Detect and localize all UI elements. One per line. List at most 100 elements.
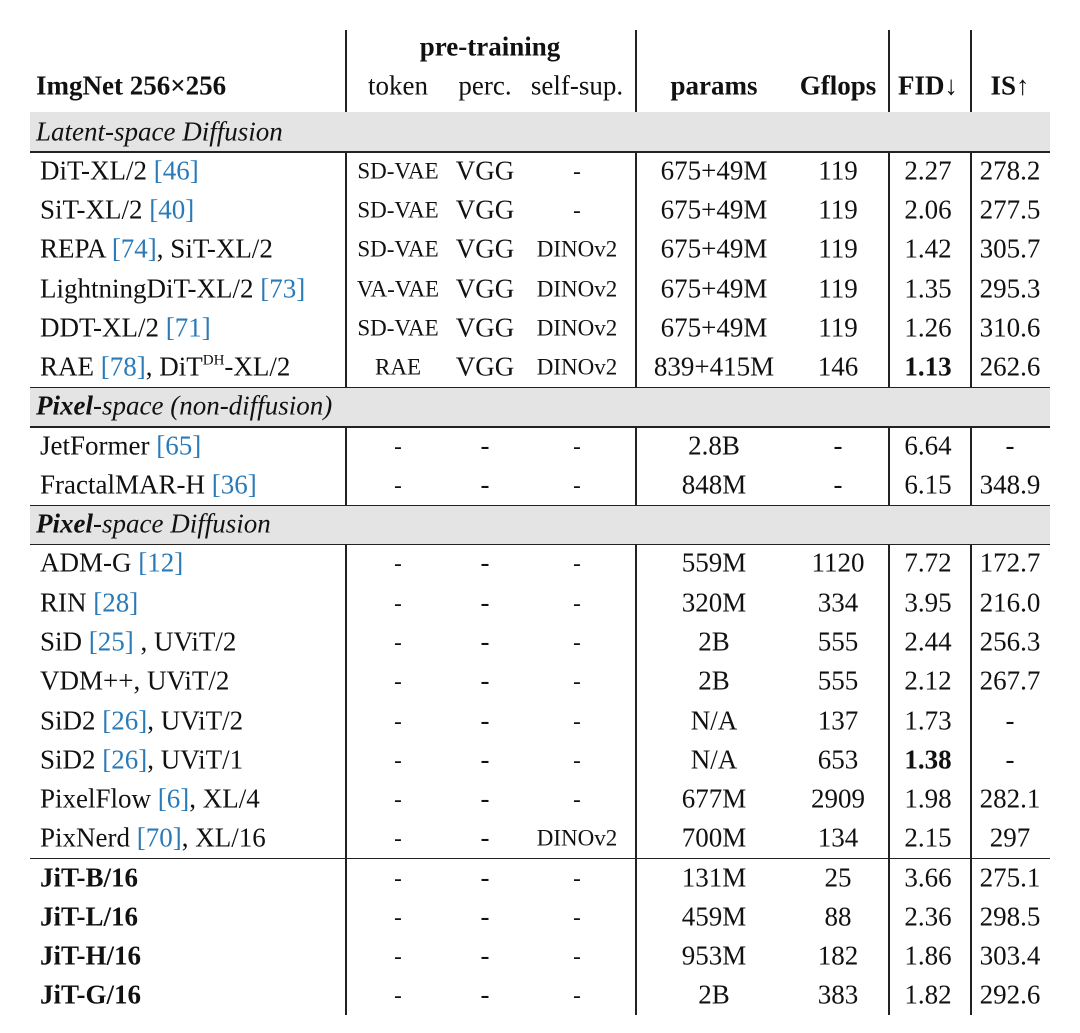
cell: 1.82 [904, 979, 952, 1010]
cell: - [480, 587, 490, 618]
method-name: PixelFlow [6], XL/4 [40, 785, 260, 813]
column-rule [970, 583, 972, 623]
column-rule [970, 661, 972, 701]
column-rule [345, 700, 347, 741]
cell: - [394, 747, 402, 773]
cell: 555 [817, 665, 859, 696]
cell: - [394, 865, 402, 891]
cell: - [480, 626, 490, 657]
cell: 146 [817, 351, 859, 382]
column-rule [635, 151, 637, 191]
text-segment: PixNerd [40, 822, 137, 853]
column-rule [970, 818, 972, 858]
section-title: Latent-space Diffusion [36, 118, 283, 145]
citation: [65] [156, 430, 202, 461]
cell: - [394, 550, 402, 576]
column-rule [635, 622, 637, 662]
column-rule [635, 975, 637, 1015]
cell: 25 [824, 862, 852, 893]
citation: [74] [111, 233, 157, 264]
cell: 2B [698, 626, 730, 657]
text-segment: -space Diffusion [92, 508, 271, 539]
column-rule [635, 661, 637, 701]
cell: 6.15 [904, 469, 952, 500]
method-name: RAE [78], DiTDH-XL/2 [40, 353, 290, 381]
cell: 297 [989, 822, 1031, 853]
cell: - [480, 547, 490, 578]
cell: DINOv2 [536, 276, 618, 302]
method-name: JiT-B/16 [40, 864, 138, 891]
section-title: Pixel-space Diffusion [36, 508, 271, 539]
cell: 1.38 [904, 744, 952, 775]
section-title: Pixel-space (non-diffusion) [36, 392, 332, 420]
text-segment: JiT-H/16 [40, 940, 142, 971]
column-rule [888, 857, 890, 898]
cell: 2.12 [904, 665, 952, 696]
column-header: self-sup. [530, 70, 624, 101]
cell: - [394, 590, 402, 616]
text-segment: , SiT-XL/2 [156, 233, 273, 264]
column-rule [970, 229, 972, 270]
cell: 119 [818, 233, 858, 264]
cell: - [573, 590, 581, 616]
citation: [40] [149, 194, 195, 225]
cell: 348.9 [979, 469, 1041, 500]
cell: 119 [818, 194, 858, 225]
cell: 2.27 [904, 155, 952, 186]
cell: RAE [375, 354, 421, 380]
citation: [71] [165, 312, 211, 343]
cell: 88 [824, 901, 852, 932]
section-band [30, 112, 1050, 152]
cell: - [573, 472, 581, 498]
cell: 1.13 [904, 351, 952, 382]
cell: - [573, 747, 581, 773]
column-rule [635, 465, 637, 505]
cell: 298.5 [979, 901, 1041, 932]
cell: 256.3 [979, 626, 1041, 657]
cell: 383 [817, 979, 859, 1010]
column-rule [888, 465, 890, 505]
method-name: LightningDiT-XL/2 [73] [40, 275, 305, 302]
column-rule [888, 975, 890, 1015]
cell: 653 [817, 744, 859, 775]
cell: 559M [681, 547, 747, 578]
cell: 119 [818, 312, 858, 343]
column-rule [888, 269, 890, 309]
column-header: Gflops [799, 70, 877, 101]
method-name: SiD2 [26], UViT/2 [40, 707, 243, 734]
cell: 675+49M [660, 273, 768, 304]
cell: - [394, 943, 402, 969]
group-header: pre-training [419, 31, 561, 62]
cell: - [394, 629, 402, 655]
cell: - [1005, 744, 1015, 775]
method-name: SiD2 [26], UViT/1 [40, 746, 243, 773]
cell: 277.5 [979, 194, 1041, 225]
column-rule [635, 30, 637, 112]
cell: 2909 [811, 783, 865, 814]
text-segment: DiT-XL/2 [40, 155, 154, 186]
cell: 2B [698, 665, 730, 696]
cell: 675+49M [660, 194, 768, 225]
cell: 216.0 [979, 587, 1041, 618]
row-rule [30, 151, 1050, 153]
column-rule [970, 700, 972, 741]
text-segment: , UViT/1 [147, 744, 244, 775]
column-rule [635, 543, 637, 584]
column-rule [635, 308, 637, 348]
cell: VGG [455, 273, 515, 304]
citation: [28] [93, 587, 139, 618]
cell: 3.66 [904, 862, 952, 893]
column-rule [888, 30, 890, 112]
cell: 2.15 [904, 822, 952, 853]
method-name: DiT-XL/2 [46] [40, 157, 199, 184]
cell: - [480, 744, 490, 775]
column-rule [970, 426, 972, 466]
column-rule [970, 975, 972, 1015]
column-rule [888, 308, 890, 348]
method-name: ADM-G [12] [40, 549, 183, 577]
cell: 310.6 [979, 312, 1041, 343]
cell: 303.4 [979, 940, 1041, 971]
cell: 677M [681, 783, 747, 814]
column-rule [970, 347, 972, 387]
column-rule [970, 779, 972, 819]
